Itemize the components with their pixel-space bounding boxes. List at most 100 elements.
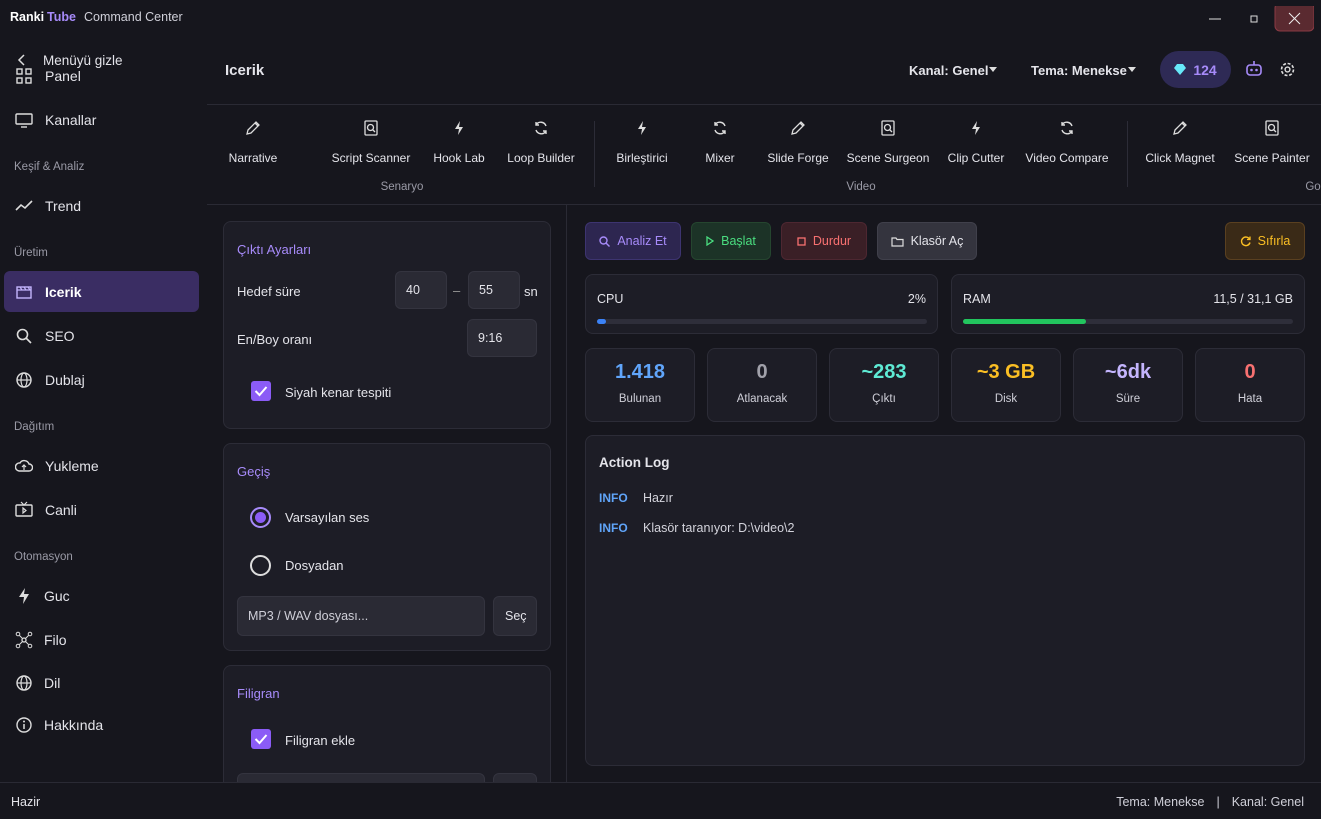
page-title: Icerik <box>225 62 265 79</box>
meter-fill <box>597 319 606 324</box>
stat-card: ~3 GB Disk <box>951 348 1061 422</box>
start-button[interactable]: Başlat <box>691 222 771 260</box>
gems-count: 124 <box>1193 61 1217 78</box>
radio[interactable] <box>250 507 271 528</box>
stat-label: Süre <box>1115 393 1141 405</box>
tool-button[interactable]: Narrative <box>228 151 278 165</box>
sidebar: Menüyü gizle Panel Kanallar Keşif & Analiz… <box>0 40 207 782</box>
tool-button[interactable]: Hook Lab <box>433 151 485 165</box>
input-placeholder: MP3 / WAV dosyası... <box>248 609 369 623</box>
brand-accent: Tube <box>47 10 76 24</box>
icon <box>15 631 33 649</box>
nav-item[interactable]: Trend <box>45 198 82 214</box>
tool-button[interactable]: Slide Forge <box>767 151 829 165</box>
nav-item[interactable]: Panel <box>45 68 81 84</box>
meter-label: CPU <box>597 292 624 306</box>
choose-button[interactable]: Seç <box>493 596 537 636</box>
stop-button[interactable]: Durdur <box>781 222 867 260</box>
meter-value: 2% <box>907 292 926 306</box>
settings-icon[interactable] <box>1279 61 1296 78</box>
theme-select[interactable]: Tema: Menekse <box>1031 63 1127 78</box>
log-level: INFO <box>599 491 628 505</box>
reset-button[interactable]: Sıfırla <box>1225 222 1305 260</box>
stat-label: Atlanacak <box>736 393 788 405</box>
checkbox-label: Siyah kenar tespiti <box>285 385 392 400</box>
panel-title: Geçiş <box>237 464 271 479</box>
checkbox[interactable] <box>251 381 271 401</box>
tool-button[interactable]: Scene Surgeon <box>846 151 930 165</box>
log-message: Hazır <box>643 491 673 505</box>
tool-button[interactable]: Mixer <box>705 151 735 165</box>
gem-icon <box>1174 64 1187 75</box>
icon <box>19 588 29 604</box>
stat-value: ~6dk <box>1104 361 1152 383</box>
stat-value: 0 <box>756 361 768 383</box>
checkbox[interactable] <box>251 729 271 749</box>
watermark-input[interactable] <box>237 773 485 782</box>
panel-title: Çıktı Ayarları <box>237 242 312 257</box>
window-controls[interactable] <box>1204 6 1314 32</box>
tool-button[interactable]: Video Compare <box>1025 151 1109 165</box>
sidebar-toggle[interactable]: Menüyü gizle <box>43 53 123 68</box>
collapse-icon <box>17 54 25 66</box>
stat-value: 0 <box>1244 361 1256 383</box>
meter-track <box>963 319 1293 324</box>
caret <box>989 67 997 72</box>
nav-item[interactable]: Hakkında <box>44 717 104 733</box>
nav-item[interactable]: Kanallar <box>45 112 97 128</box>
nav-item[interactable]: Guc <box>44 588 70 604</box>
tool-button[interactable]: Click Magnet <box>1145 151 1215 165</box>
caret <box>1128 67 1136 72</box>
icon <box>706 236 715 246</box>
icon <box>797 236 806 246</box>
header: Icerik Kanal: Genel Tema: Menekse 124 <box>207 40 1321 105</box>
stat-card: ~6dk Süre <box>1073 348 1183 422</box>
duration-min-input[interactable]: 40 <box>395 271 447 309</box>
maximize[interactable] <box>1250 15 1258 23</box>
icon <box>364 120 378 136</box>
watermark-button[interactable] <box>493 773 537 782</box>
nav-section: Keşif & Analiz <box>14 161 85 173</box>
status-text: Hazir <box>11 795 41 809</box>
tool-group-label: Senaryo <box>380 181 424 193</box>
nav-item[interactable]: Yukleme <box>45 458 99 474</box>
nav-item[interactable]: Canli <box>45 502 77 518</box>
nav-item[interactable]: Dil <box>44 675 61 691</box>
input-value: 9:16 <box>478 331 503 345</box>
gems-badge[interactable]: 124 <box>1160 51 1231 88</box>
radio[interactable] <box>250 555 271 576</box>
unit-label: sn <box>524 284 538 299</box>
cpu-meter: CPU 2% <box>585 274 938 334</box>
channel-select[interactable]: Kanal: Genel <box>909 63 989 78</box>
field-label: En/Boy oranı <box>237 332 313 347</box>
button-label: Sıfırla <box>1257 234 1291 248</box>
icon <box>15 200 33 211</box>
file-input[interactable]: MP3 / WAV dosyası... <box>237 596 485 636</box>
log-title: Action Log <box>599 455 670 470</box>
radio-label: Dosyadan <box>285 558 344 573</box>
open-folder-button[interactable]: Klasör Aç <box>877 222 977 260</box>
duration-max-input[interactable]: 55 <box>468 271 520 309</box>
ratio-input[interactable]: 9:16 <box>467 319 537 357</box>
stat-value: 1.418 <box>614 361 666 383</box>
nav-item[interactable]: SEO <box>45 328 75 344</box>
nav-item[interactable]: Icerik <box>45 284 82 300</box>
button-label: Başlat <box>721 234 756 248</box>
ram-meter: RAM 11,5 / 31,1 GB <box>951 274 1305 334</box>
icon <box>16 717 32 733</box>
tool-button[interactable]: Loop Builder <box>507 151 575 165</box>
tool-button[interactable]: Scene Painter <box>1234 151 1310 165</box>
nav-item[interactable]: Dublaj <box>45 372 85 388</box>
tool-button[interactable]: Birleştirici <box>616 151 668 165</box>
analyze-button[interactable]: Analiz Et <box>585 222 681 260</box>
bot-icon[interactable] <box>1245 61 1263 77</box>
icon <box>1173 121 1187 135</box>
stat-card: 0 Atlanacak <box>707 348 817 422</box>
app-subtitle: Command Center <box>84 10 183 24</box>
nav-item[interactable]: Filo <box>44 632 67 648</box>
icon <box>16 675 32 691</box>
tool-button[interactable]: Script Scanner <box>331 151 411 165</box>
input-value: 40 <box>406 283 420 297</box>
radio-dot <box>255 512 266 523</box>
tool-button[interactable]: Clip Cutter <box>947 151 1005 165</box>
